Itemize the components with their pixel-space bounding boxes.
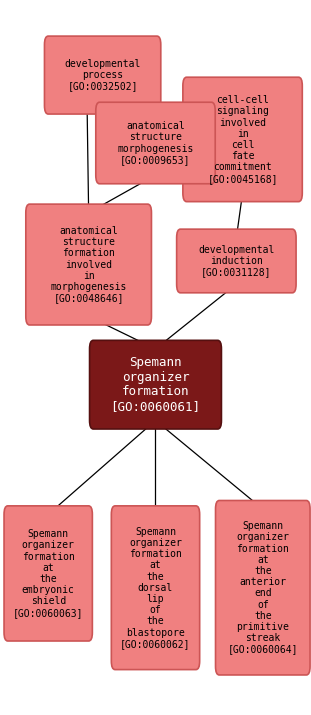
FancyBboxPatch shape: [26, 204, 151, 325]
Text: Spemann
organizer
formation
at
the
dorsal
lip
of
the
blastopore
[GO:0060062]: Spemann organizer formation at the dorsa…: [120, 527, 191, 649]
Text: anatomical
structure
formation
involved
in
morphogenesis
[GO:0048646]: anatomical structure formation involved …: [50, 226, 127, 303]
Text: Spemann
organizer
formation
at
the
anterior
end
of
the
primitive
streak
[GO:0060: Spemann organizer formation at the anter…: [228, 521, 298, 654]
FancyBboxPatch shape: [90, 340, 221, 429]
Text: cell-cell
signaling
involved
in
cell
fate
commitment
[GO:0045168]: cell-cell signaling involved in cell fat…: [207, 95, 278, 184]
Text: anatomical
structure
morphogenesis
[GO:0009653]: anatomical structure morphogenesis [GO:0…: [117, 122, 194, 164]
Text: developmental
induction
[GO:0031128]: developmental induction [GO:0031128]: [198, 245, 275, 277]
Text: developmental
process
[GO:0032502]: developmental process [GO:0032502]: [64, 59, 141, 92]
FancyBboxPatch shape: [216, 500, 310, 675]
Text: Spemann
organizer
formation
[GO:0060061]: Spemann organizer formation [GO:0060061]: [110, 356, 201, 413]
FancyBboxPatch shape: [96, 102, 215, 184]
FancyBboxPatch shape: [4, 506, 92, 641]
FancyBboxPatch shape: [111, 506, 200, 669]
FancyBboxPatch shape: [183, 77, 302, 202]
FancyBboxPatch shape: [44, 36, 161, 114]
Text: Spemann
organizer
formation
at
the
embryonic
shield
[GO:0060063]: Spemann organizer formation at the embry…: [13, 529, 83, 618]
FancyBboxPatch shape: [177, 229, 296, 293]
